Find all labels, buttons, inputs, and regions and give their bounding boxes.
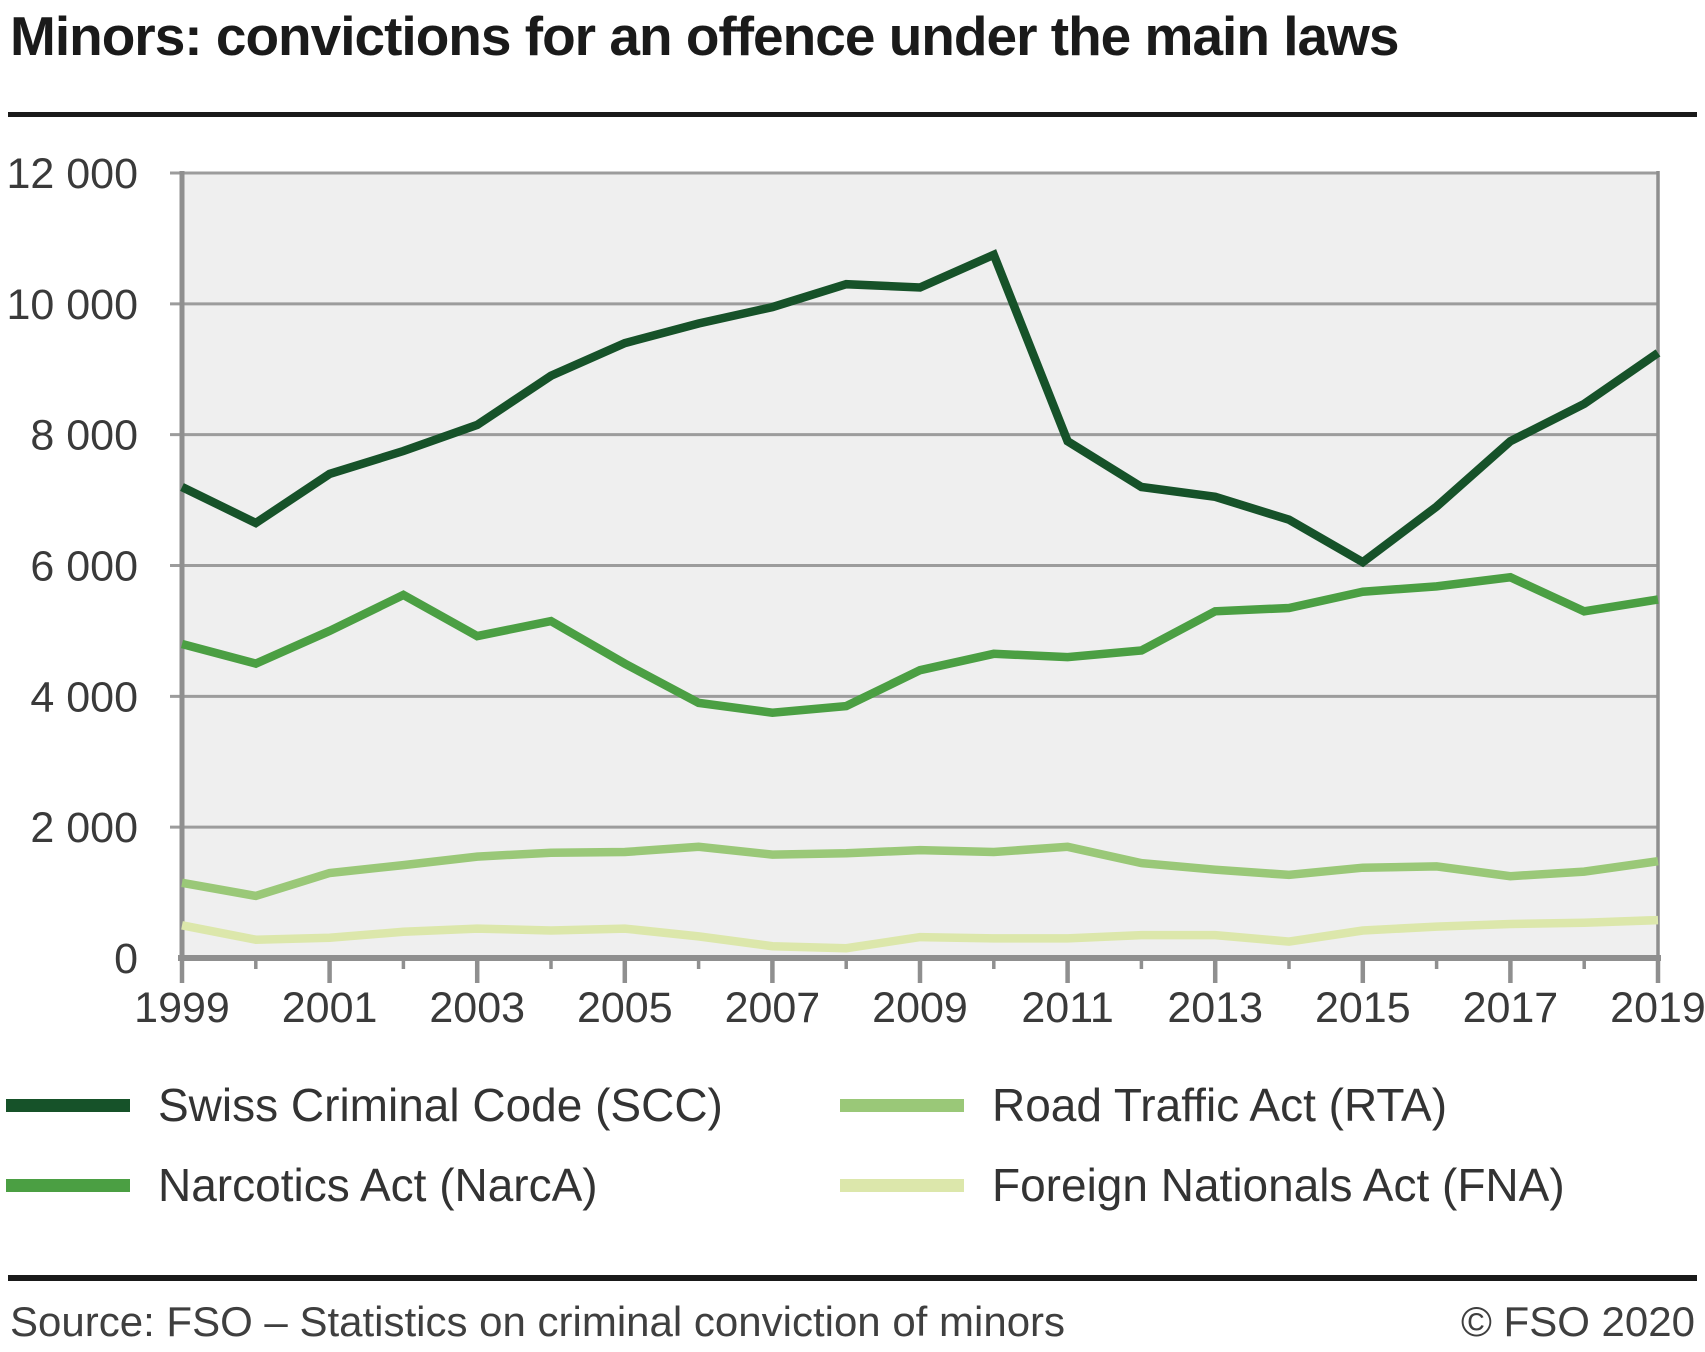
x-axis-label-2001: 2001 xyxy=(282,984,378,1032)
legend-label-narca: Narcotics Act (NarcA) xyxy=(158,1159,598,1211)
y-axis-label-0: 0 xyxy=(114,935,138,983)
y-axis-label-4000: 4 000 xyxy=(30,673,138,721)
x-axis-label-1999: 1999 xyxy=(134,984,230,1032)
y-axis-label-10000: 10 000 xyxy=(6,281,138,329)
x-axis-label-2009: 2009 xyxy=(872,984,968,1032)
x-axis-label-2017: 2017 xyxy=(1463,984,1559,1032)
title-divider xyxy=(8,112,1697,117)
footer-divider xyxy=(8,1275,1697,1281)
y-axis-label-6000: 6 000 xyxy=(30,543,138,591)
y-axis-label-12000: 12 000 xyxy=(6,150,138,198)
x-axis-label-2015: 2015 xyxy=(1315,984,1411,1032)
legend-label-scc: Swiss Criminal Code (SCC) xyxy=(158,1079,723,1131)
x-axis-label-2013: 2013 xyxy=(1167,984,1263,1032)
legend-item-narca: Narcotics Act (NarcA) xyxy=(6,1159,598,1211)
legend-label-rta: Road Traffic Act (RTA) xyxy=(992,1079,1448,1131)
copyright-note: © FSO 2020 xyxy=(1460,1298,1695,1345)
line-rta xyxy=(181,842,1659,901)
legend-item-rta: Road Traffic Act (RTA) xyxy=(840,1079,1447,1131)
legend-item-scc: Swiss Criminal Code (SCC) xyxy=(6,1079,723,1131)
x-axis-label-2011: 2011 xyxy=(1021,984,1113,1032)
legend-label-fna: Foreign Nationals Act (FNA) xyxy=(992,1159,1565,1211)
x-axis-label-2007: 2007 xyxy=(725,984,821,1032)
line-scc xyxy=(180,249,1661,568)
narca-line-swatch xyxy=(6,1178,130,1192)
source-note: Source: FSO – Statistics on criminal con… xyxy=(10,1298,1066,1345)
page-title: Minors: convictions for an offence under… xyxy=(10,5,1399,67)
legend-item-fna: Foreign Nationals Act (FNA) xyxy=(840,1159,1565,1211)
rta-line-swatch xyxy=(840,1098,964,1112)
y-axis-label-8000: 8 000 xyxy=(30,412,138,460)
x-axis-label-2005: 2005 xyxy=(577,984,673,1032)
scc-line-swatch xyxy=(6,1098,130,1112)
x-axis-label-2003: 2003 xyxy=(429,984,525,1032)
line-narca xyxy=(180,572,1659,717)
y-axis-label-2000: 2 000 xyxy=(30,804,138,852)
line-fna xyxy=(181,915,1659,953)
fna-line-swatch xyxy=(840,1178,964,1192)
x-axis-label-2019: 2019 xyxy=(1610,984,1705,1032)
